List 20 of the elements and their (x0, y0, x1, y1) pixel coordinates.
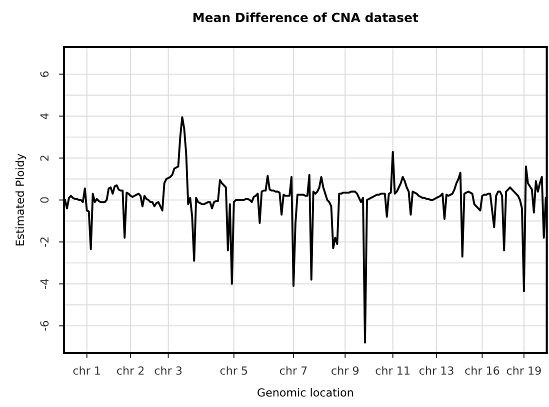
x-tick-label: chr 13 (419, 366, 454, 375)
x-axis-title: Genomic location (258, 388, 353, 397)
y-tick-label: -4 (40, 278, 48, 289)
x-tick-label: chr 19 (506, 366, 541, 375)
y-axis-title: Estimated Ploidy (15, 154, 26, 246)
y-tick-label: 0 (40, 197, 49, 203)
x-tick-label: chr 2 (117, 366, 144, 375)
x-tick-label: chr 16 (465, 366, 500, 375)
y-tick-label: 6 (40, 71, 49, 78)
x-tick-label: chr 11 (376, 366, 410, 375)
y-tick-label: 2 (40, 156, 48, 161)
y-tick-label: -6 (40, 320, 49, 331)
y-tick-label: -2 (40, 237, 48, 247)
chart-title: Mean Difference of CNA dataset (193, 12, 418, 22)
x-tick-label: chr 3 (154, 366, 182, 375)
x-tick-label: chr 9 (332, 366, 359, 375)
x-tick-label: chr 5 (220, 366, 248, 375)
x-tick-label: chr 7 (280, 366, 307, 375)
y-tick-label: 4 (40, 113, 48, 120)
x-tick-label: chr 1 (73, 366, 100, 375)
